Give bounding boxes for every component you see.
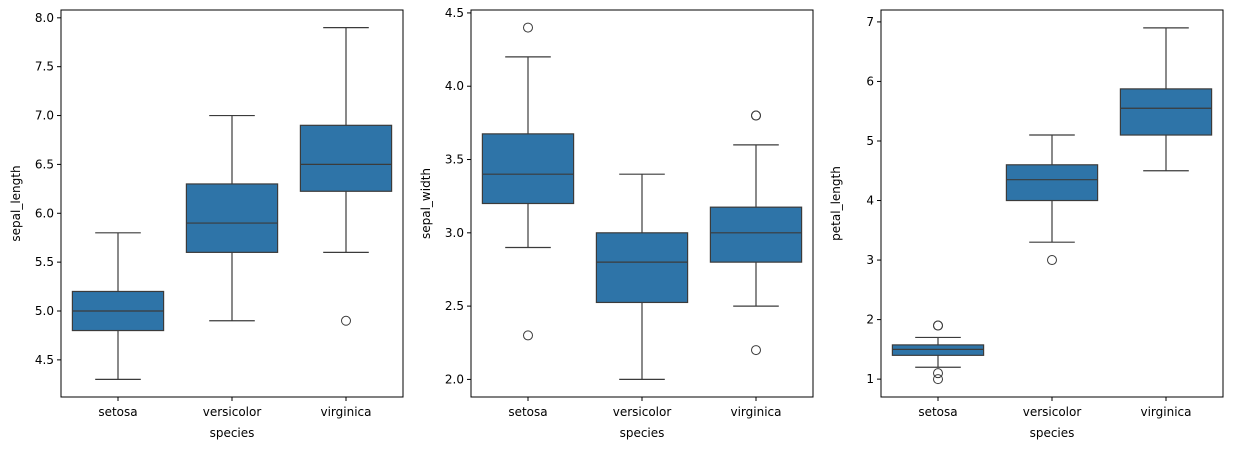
- x-tick-label: virginica: [731, 405, 782, 419]
- y-tick-label: 7.5: [35, 60, 54, 74]
- x-axis-label: species: [620, 426, 665, 440]
- box-virginica: [299, 26, 393, 326]
- box-versicolor: [1005, 134, 1099, 266]
- x-tick-label: setosa: [98, 405, 137, 419]
- box-versicolor: [595, 173, 689, 381]
- y-tick-label: 5.5: [35, 255, 54, 269]
- y-tick-label: 8.0: [35, 11, 54, 25]
- outlier-point: [523, 22, 533, 33]
- x-tick-label: versicolor: [203, 405, 262, 419]
- outlier-point: [341, 315, 351, 326]
- y-tick-label: 5: [866, 134, 874, 148]
- outlier-point: [523, 330, 533, 341]
- box-setosa: [71, 232, 165, 381]
- y-tick-label: 6: [866, 74, 874, 88]
- y-tick-label: 2: [866, 313, 874, 327]
- y-axis-label: sepal_length: [9, 165, 23, 241]
- x-tick-label: virginica: [1141, 405, 1192, 419]
- box-iqr: [185, 183, 279, 253]
- y-tick-label: 2.5: [445, 299, 464, 313]
- y-tick-label: 3.0: [445, 226, 464, 240]
- y-tick-label: 4.0: [445, 79, 464, 93]
- y-axis-label: sepal_width: [419, 168, 433, 239]
- outlier-point: [751, 345, 761, 356]
- y-tick-label: 3: [866, 253, 874, 267]
- y-tick-label: 2.0: [445, 372, 464, 386]
- box-virginica: [1119, 27, 1213, 172]
- box-setosa: [891, 320, 985, 385]
- x-tick-label: setosa: [918, 405, 957, 419]
- y-tick-label: 7: [866, 15, 874, 29]
- x-axis-label: species: [1030, 426, 1075, 440]
- outlier-point: [933, 320, 943, 331]
- chart-panel-2: 2.0 2.5 3.0 3.5 4.0 4.5 setosa versicolor virgin…: [419, 6, 814, 440]
- chart-panel-1: 4.5 5.0 5.5 6.0 6.5 7.0 7.5 8.0 setosa versicolor…: [9, 9, 404, 440]
- x-tick-label: setosa: [508, 405, 547, 419]
- y-tick-label: 6.5: [35, 157, 54, 171]
- box-iqr: [891, 344, 985, 356]
- y-axis-label: petal_length: [829, 166, 843, 241]
- x-axis-label: species: [210, 426, 255, 440]
- y-tick-label: 5.0: [35, 304, 54, 318]
- outlier-point: [933, 374, 943, 385]
- box-setosa: [481, 22, 575, 341]
- outlier-point: [751, 110, 761, 121]
- box-iqr: [709, 206, 803, 263]
- y-tick-label: 4: [866, 194, 874, 208]
- x-tick-label: virginica: [321, 405, 372, 419]
- box-iqr: [481, 133, 575, 205]
- box-versicolor: [185, 114, 279, 322]
- y-tick-label: 1: [866, 372, 874, 386]
- box-iqr: [1005, 164, 1099, 202]
- x-tick-label: versicolor: [613, 405, 672, 419]
- y-tick-label: 7.0: [35, 109, 54, 123]
- x-tick-label: versicolor: [1023, 405, 1082, 419]
- y-tick-label: 4.5: [35, 353, 54, 367]
- outlier-point: [1047, 255, 1057, 266]
- chart-panel-3: 1 2 3 4 5 6 7 setosa versicolor virginica species p…: [829, 9, 1224, 440]
- box-virginica: [709, 110, 803, 356]
- box-iqr: [1119, 88, 1213, 136]
- box-iqr: [595, 232, 689, 304]
- y-tick-label: 3.5: [445, 153, 464, 167]
- y-tick-label: 4.5: [445, 6, 464, 20]
- y-tick-label: 6.0: [35, 206, 54, 220]
- outlier-point: [933, 368, 943, 379]
- box-iqr: [299, 124, 393, 192]
